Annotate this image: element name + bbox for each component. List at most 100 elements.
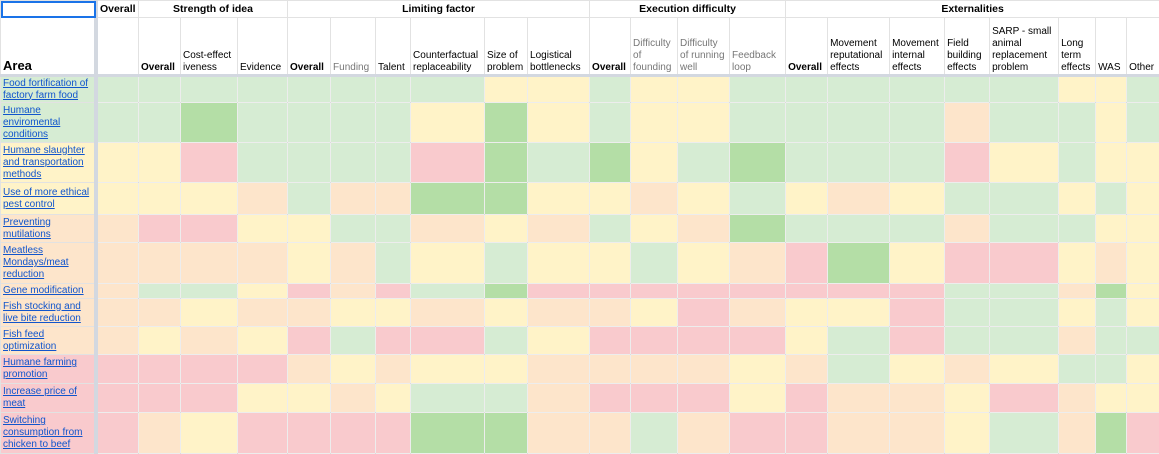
rating-cell[interactable] — [375, 242, 412, 284]
rating-cell[interactable] — [827, 326, 891, 355]
rating-cell[interactable] — [1126, 298, 1159, 327]
rating-cell[interactable] — [989, 412, 1060, 454]
rating-cell[interactable] — [95, 383, 139, 413]
rating-cell[interactable] — [410, 298, 486, 327]
rating-cell[interactable] — [827, 75, 891, 103]
area-link[interactable]: Preventing mutilations — [3, 216, 51, 240]
rating-cell[interactable] — [889, 242, 946, 284]
rating-cell[interactable] — [287, 102, 332, 143]
rating-cell[interactable] — [330, 242, 377, 284]
rating-cell[interactable] — [827, 214, 891, 243]
area-link[interactable]: Fish feed optimization — [3, 328, 57, 352]
column-header[interactable]: Size of problem — [484, 17, 529, 77]
rating-cell[interactable] — [989, 383, 1060, 413]
rating-cell[interactable] — [527, 354, 591, 384]
rating-cell[interactable] — [330, 142, 377, 183]
rating-cell[interactable] — [484, 75, 529, 103]
column-header[interactable]: Cost-effect iveness — [180, 17, 238, 77]
rating-cell[interactable] — [410, 326, 486, 355]
rating-cell[interactable] — [410, 354, 486, 384]
column-header[interactable]: Movement reputational effects — [827, 17, 891, 77]
rating-cell[interactable] — [1058, 283, 1097, 299]
rating-cell[interactable] — [180, 182, 238, 215]
rating-cell[interactable] — [138, 412, 181, 454]
area-link[interactable]: Food fortification of factory farm food — [3, 77, 89, 101]
rating-cell[interactable] — [589, 75, 632, 103]
rating-cell[interactable] — [330, 412, 377, 454]
rating-cell[interactable] — [889, 383, 946, 413]
rating-cell[interactable] — [527, 182, 591, 215]
rating-cell[interactable] — [236, 298, 289, 327]
rating-cell[interactable] — [785, 412, 829, 454]
rating-cell[interactable] — [410, 283, 486, 299]
rating-cell[interactable] — [1095, 214, 1128, 243]
rating-cell[interactable] — [1126, 383, 1159, 413]
column-header[interactable]: Overall — [589, 17, 632, 77]
rating-cell[interactable] — [630, 383, 679, 413]
rating-cell[interactable] — [236, 283, 289, 299]
rating-cell[interactable] — [138, 283, 181, 299]
rating-cell[interactable] — [287, 298, 332, 327]
rating-cell[interactable] — [330, 383, 377, 413]
rating-cell[interactable] — [827, 412, 891, 454]
rating-cell[interactable] — [330, 283, 377, 299]
rating-cell[interactable] — [889, 214, 946, 243]
area-cell[interactable]: Fish feed optimization — [0, 326, 98, 355]
rating-cell[interactable] — [410, 182, 486, 215]
rating-cell[interactable] — [630, 298, 679, 327]
rating-cell[interactable] — [180, 383, 238, 413]
rating-cell[interactable] — [1126, 142, 1159, 183]
rating-cell[interactable] — [1095, 182, 1128, 215]
rating-cell[interactable] — [375, 326, 412, 355]
rating-cell[interactable] — [827, 354, 891, 384]
rating-cell[interactable] — [729, 214, 787, 243]
rating-cell[interactable] — [630, 142, 679, 183]
rating-cell[interactable] — [1126, 412, 1159, 454]
rating-cell[interactable] — [729, 354, 787, 384]
column-header[interactable]: Other — [1126, 17, 1159, 77]
rating-cell[interactable] — [95, 326, 139, 355]
rating-cell[interactable] — [180, 326, 238, 355]
rating-cell[interactable] — [677, 326, 731, 355]
rating-cell[interactable] — [1095, 142, 1128, 183]
column-header[interactable]: Funding — [330, 17, 377, 77]
rating-cell[interactable] — [484, 283, 529, 299]
rating-cell[interactable] — [785, 142, 829, 183]
rating-cell[interactable] — [527, 242, 591, 284]
rating-cell[interactable] — [95, 142, 139, 183]
rating-cell[interactable] — [889, 182, 946, 215]
rating-cell[interactable] — [484, 182, 529, 215]
column-header[interactable]: Overall — [138, 17, 181, 77]
rating-cell[interactable] — [1095, 383, 1128, 413]
rating-cell[interactable] — [138, 383, 181, 413]
column-header[interactable]: Evidence — [236, 17, 289, 77]
rating-cell[interactable] — [630, 75, 679, 103]
rating-cell[interactable] — [1058, 412, 1097, 454]
rating-cell[interactable] — [138, 242, 181, 284]
rating-cell[interactable] — [630, 326, 679, 355]
rating-cell[interactable] — [375, 182, 412, 215]
rating-cell[interactable] — [729, 75, 787, 103]
area-link[interactable]: Meatless Mondays/meat reduction — [3, 245, 69, 280]
rating-cell[interactable] — [236, 214, 289, 243]
rating-cell[interactable] — [1126, 182, 1159, 215]
rating-cell[interactable] — [527, 412, 591, 454]
rating-cell[interactable] — [1095, 354, 1128, 384]
rating-cell[interactable] — [1058, 75, 1097, 103]
area-cell[interactable]: Humane enviromental conditions — [0, 102, 98, 143]
rating-cell[interactable] — [330, 326, 377, 355]
rating-cell[interactable] — [330, 182, 377, 215]
rating-cell[interactable] — [236, 102, 289, 143]
rating-cell[interactable] — [484, 102, 529, 143]
rating-cell[interactable] — [1058, 142, 1097, 183]
rating-cell[interactable] — [989, 102, 1060, 143]
rating-cell[interactable] — [287, 383, 332, 413]
rating-cell[interactable] — [827, 242, 891, 284]
rating-cell[interactable] — [95, 298, 139, 327]
rating-cell[interactable] — [410, 75, 486, 103]
rating-cell[interactable] — [1095, 412, 1128, 454]
column-header[interactable]: Counterfactual replaceability — [410, 17, 486, 77]
rating-cell[interactable] — [410, 214, 486, 243]
rating-cell[interactable] — [785, 214, 829, 243]
rating-cell[interactable] — [889, 412, 946, 454]
